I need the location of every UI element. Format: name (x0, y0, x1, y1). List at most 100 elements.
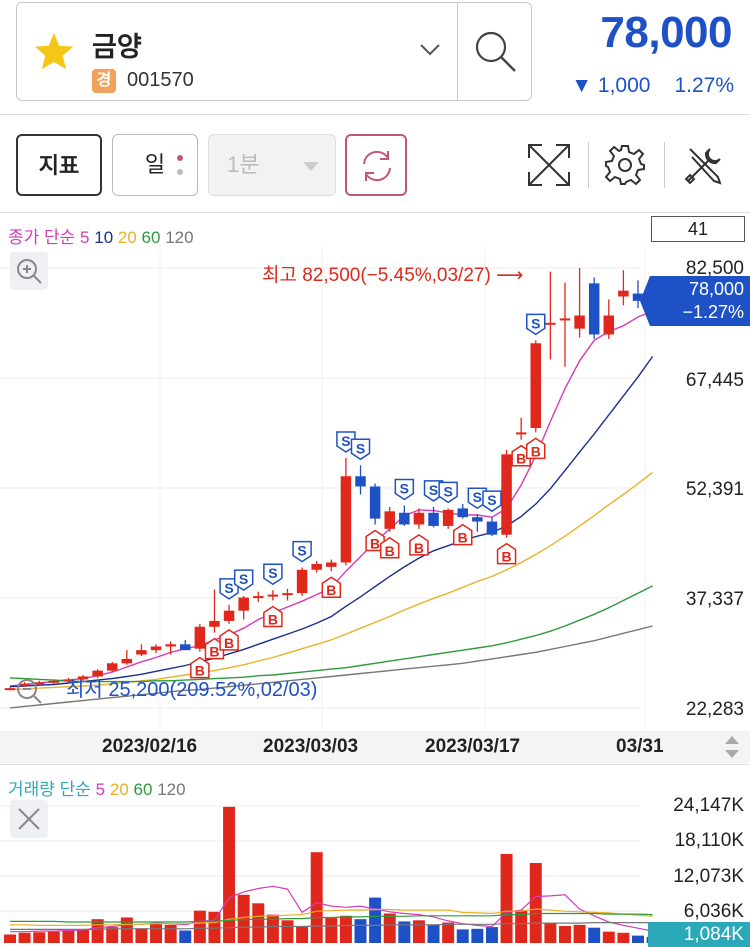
legend-ma120: 120 (165, 228, 194, 247)
stock-selector[interactable]: 금양 경 001570 (16, 2, 532, 101)
volume-bar (223, 806, 236, 943)
sell-signal-marker: S (394, 478, 415, 501)
sell-signal-marker: S (438, 481, 458, 504)
sell-signal-letter: S (341, 433, 350, 449)
price-tag-change: −1.27% (682, 302, 744, 322)
gear-icon[interactable] (603, 143, 647, 187)
toolbar-divider (0, 114, 750, 115)
sell-signal-shape (233, 569, 254, 591)
minute-select[interactable]: 1분 (208, 134, 336, 196)
candle-body (457, 508, 469, 518)
volume-bar (18, 932, 31, 943)
buy-signal-marker: B (496, 542, 517, 565)
sell-signal-marker: S (526, 313, 546, 336)
legend-ma60: 60 (141, 228, 161, 247)
volume-bar (427, 924, 440, 943)
zoom-out-button[interactable] (10, 672, 48, 710)
visible-candle-count[interactable]: 41 (651, 216, 745, 242)
menu-dot-icon (177, 155, 183, 161)
buy-signal-shape (204, 637, 225, 660)
buy-signal-letter: B (224, 635, 234, 651)
volume-bar (164, 924, 177, 943)
indicator-button[interactable]: 지표 (16, 134, 102, 196)
sell-signal-shape (482, 490, 502, 513)
sell-signal-letter: S (268, 565, 277, 581)
buy-signal-shape (190, 656, 210, 679)
stock-code: 001570 (127, 69, 194, 91)
sell-signal-marker: S (263, 563, 283, 586)
volume-bar (602, 931, 615, 943)
sell-signal-shape (350, 438, 371, 461)
volume-legend-ma5: 5 (95, 780, 106, 799)
volume-bar (4, 934, 16, 943)
volume-bar (617, 932, 630, 943)
sell-signal-letter: S (429, 482, 438, 498)
candle-body (603, 315, 615, 335)
volume-chart[interactable] (0, 795, 750, 947)
toolbar-separator (588, 142, 589, 188)
sell-signal-shape (336, 431, 356, 453)
expand-icon[interactable] (526, 142, 572, 188)
low-annotation: 최저 25,200(209.52%,02/03) (66, 679, 318, 701)
candle-body (4, 688, 16, 691)
volume-bar (150, 923, 163, 943)
volume-bar (339, 915, 352, 943)
buy-signal-letter: B (531, 443, 541, 459)
zoom-in-icon (17, 259, 42, 284)
volume-bar (442, 922, 455, 943)
buy-signal-letter: B (458, 530, 468, 546)
buy-signal-marker: B (526, 437, 546, 459)
volume-bar (515, 910, 528, 943)
buy-signal-shape (496, 542, 517, 565)
volume-bar (193, 910, 206, 943)
volume-bar (573, 924, 586, 943)
date-axis[interactable] (0, 731, 750, 763)
change-rate: 1.27% (674, 74, 734, 97)
zoom-in-button[interactable] (10, 252, 48, 290)
chevron-down-icon[interactable] (419, 43, 441, 57)
refresh-icon (363, 150, 391, 182)
volume-bar (500, 853, 513, 943)
volume-bar (398, 921, 411, 943)
y-axis-label: 22,283 (685, 699, 744, 720)
sell-signal-marker: S (482, 490, 502, 513)
volume-legend-prefix: 거래량 단순 (8, 780, 91, 799)
buy-signal-marker: B (219, 628, 239, 651)
price-ma-legend: 종가 단순 5 10 20 60 120 (8, 223, 194, 248)
candle-body (223, 610, 235, 621)
up-down-arrows-icon[interactable] (722, 734, 742, 760)
buy-signal-marker: B (409, 533, 429, 556)
buy-signal-shape (219, 628, 239, 651)
x-axis-label: 2023/03/17 (425, 736, 521, 757)
sell-signal-shape (292, 540, 312, 563)
candle-body (77, 676, 89, 680)
refresh-button[interactable] (345, 134, 407, 196)
volume-ma-line-20 (10, 908, 653, 926)
y-axis-label: 82,500 (685, 258, 744, 279)
legend-ma5: 5 (80, 228, 90, 247)
current-price: 78,000 (600, 8, 732, 57)
tools-icon[interactable] (682, 143, 726, 187)
candle-body (574, 315, 585, 329)
candle-body (238, 597, 249, 611)
volume-bar (62, 930, 75, 943)
period-button[interactable]: 일 (112, 134, 198, 196)
star-icon[interactable] (33, 31, 75, 71)
volume-axis-label: 18,110K (674, 830, 744, 851)
price-tag-value: 78,000 (688, 279, 744, 299)
candle-body (194, 626, 206, 649)
sell-signal-marker: S (336, 431, 356, 453)
candle-body (501, 454, 512, 535)
y-axis-label: 67,445 (685, 370, 744, 391)
buy-signal-marker: B (379, 536, 400, 559)
volume-bar (529, 863, 542, 943)
candle-body (340, 476, 352, 563)
volume-bar (296, 925, 309, 943)
search-icon[interactable] (473, 29, 519, 75)
buy-signal-letter: B (209, 644, 219, 660)
volume-ma-line-5 (10, 885, 653, 933)
volume-axis-label: 12,073K (673, 866, 744, 887)
legend-ma20: 20 (117, 228, 137, 247)
minute-label: 1분 (227, 152, 260, 177)
